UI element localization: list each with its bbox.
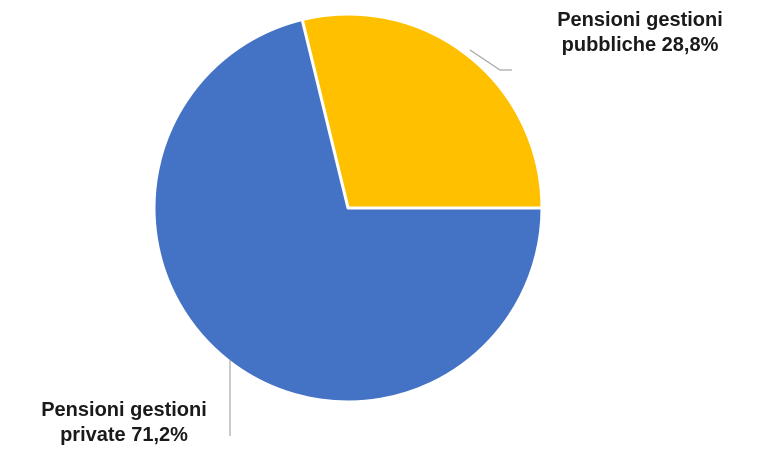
pie-slice-pubbliche xyxy=(300,12,544,210)
slice-label-pubbliche: Pensioni gestioni pubbliche 28,8% xyxy=(520,8,760,58)
slice-label-pubbliche-line2: pubbliche 28,8% xyxy=(561,34,719,56)
leader-line-pubbliche xyxy=(469,49,512,71)
slice-label-private-line1: Pensioni gestioni xyxy=(41,399,207,421)
pie-slice-private xyxy=(152,18,544,404)
leader-lines xyxy=(229,49,512,436)
slice-label-private-line2: private 71,2% xyxy=(60,424,188,446)
slice-label-private: Pensioni gestioni private 71,2% xyxy=(4,398,244,448)
pie-slices xyxy=(152,12,544,404)
slice-label-pubbliche-line1: Pensioni gestioni xyxy=(557,9,723,31)
